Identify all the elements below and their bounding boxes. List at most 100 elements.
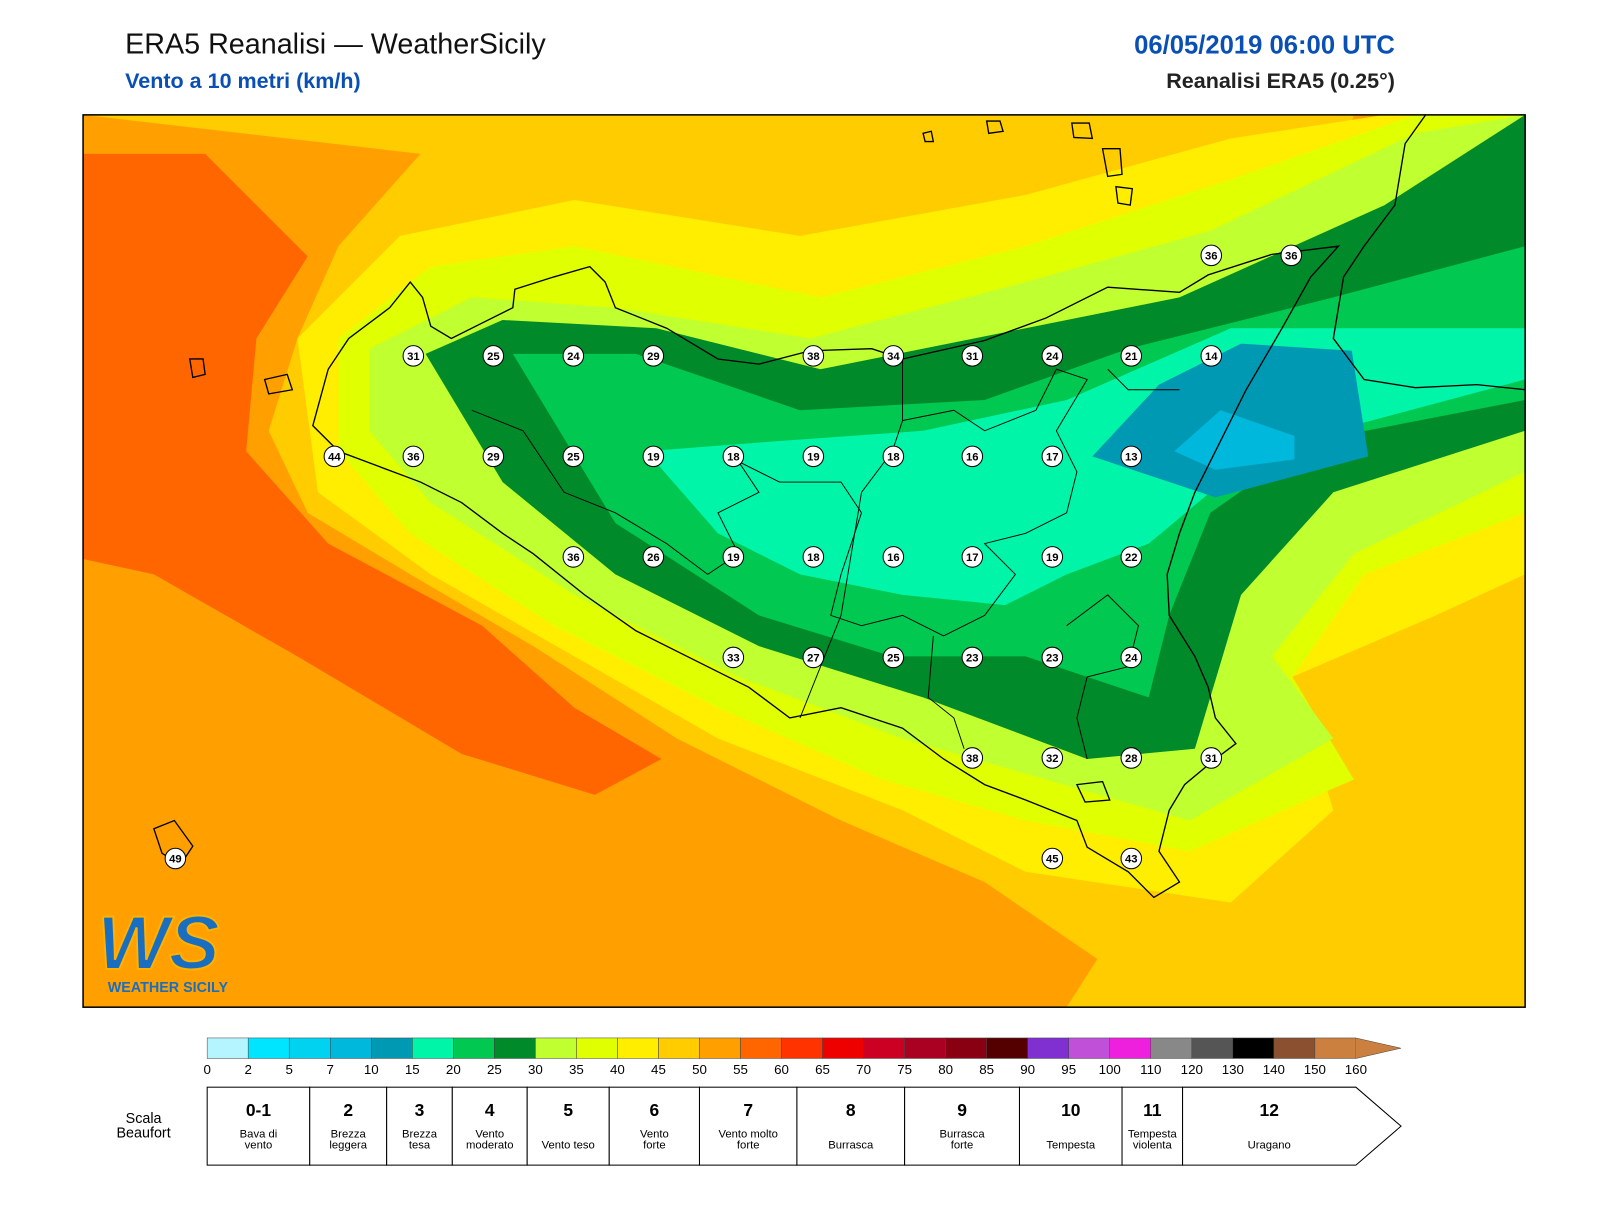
colorbar-swatch <box>617 1037 659 1059</box>
colorbar-swatch <box>945 1037 987 1059</box>
colorbar-tick-label: 85 <box>979 1062 994 1077</box>
colorbar-arrow <box>1355 1037 1402 1059</box>
station-value: 24 <box>567 351 580 363</box>
beaufort-force: 3 <box>415 1100 425 1120</box>
station-value: 43 <box>1125 854 1138 866</box>
station-value: 31 <box>1205 753 1218 765</box>
station-value: 24 <box>1125 653 1138 665</box>
colorbar-swatch <box>247 1037 290 1059</box>
colorbar-tick-label: 60 <box>774 1062 789 1077</box>
colorbar-swatch <box>206 1037 249 1059</box>
colorbar-swatch <box>1068 1037 1110 1059</box>
station-marker <box>482 445 505 468</box>
field-55 <box>83 153 662 795</box>
beaufort-box <box>451 1086 528 1166</box>
station-value: 16 <box>966 452 979 464</box>
station-value: 45 <box>1046 854 1059 866</box>
station-marker <box>1200 345 1223 367</box>
station-marker <box>882 546 905 568</box>
station-marker <box>961 445 984 468</box>
beaufort-desc: Bava di <box>240 1128 278 1140</box>
colorbar-swatch <box>986 1037 1028 1059</box>
station-value: 27 <box>807 653 820 665</box>
colorbar-swatch <box>1191 1037 1234 1059</box>
colorbar-tick-label: 35 <box>569 1062 584 1077</box>
beaufort-force: 7 <box>743 1100 753 1120</box>
station-value: 29 <box>647 351 660 363</box>
station-marker <box>961 747 984 769</box>
station-marker <box>642 345 665 367</box>
station-marker <box>961 546 984 568</box>
station-value: 19 <box>647 452 660 464</box>
beaufort-box <box>309 1086 388 1166</box>
station-marker <box>1041 445 1064 468</box>
beaufort-desc: forte <box>951 1140 974 1152</box>
colorbar-tick-label: 55 <box>733 1062 748 1077</box>
station-marker <box>482 345 505 367</box>
colorbar-tick-label: 7 <box>327 1062 334 1077</box>
colorbar-swatch <box>329 1037 372 1059</box>
station-marker <box>1280 244 1303 267</box>
beaufort-force: 2 <box>343 1100 353 1120</box>
station-marker <box>1041 646 1064 669</box>
station-value: 36 <box>1205 250 1218 262</box>
station-marker <box>802 345 825 367</box>
beaufort-box <box>1121 1086 1184 1166</box>
station-marker <box>323 445 346 468</box>
beaufort-desc: Tempesta <box>1128 1128 1178 1140</box>
beaufort-desc: forte <box>643 1140 666 1152</box>
station-marker <box>882 646 905 669</box>
beaufort-force: 12 <box>1260 1100 1279 1120</box>
station-marker <box>1041 747 1064 769</box>
field-50 <box>83 114 1385 1008</box>
station-value: 23 <box>1046 653 1059 665</box>
beaufort-box <box>1182 1086 1402 1166</box>
colorbar-tick-label: 130 <box>1222 1062 1244 1077</box>
colorbar-swatch <box>412 1037 454 1059</box>
colorbar-tick-label: 20 <box>446 1062 461 1077</box>
beaufort-box <box>1018 1086 1123 1166</box>
station-value: 21 <box>1125 351 1138 363</box>
beaufort-desc: tesa <box>409 1140 431 1152</box>
station-value: 36 <box>567 552 580 564</box>
colorbar-tick-label: 10 <box>364 1062 379 1077</box>
station-value: 49 <box>169 854 182 866</box>
logo-name: WEATHER SICILY <box>108 980 229 996</box>
colorbar-swatch <box>1027 1037 1069 1059</box>
colorbar-swatch <box>1109 1037 1152 1059</box>
beaufort-desc: Burrasca <box>828 1140 874 1152</box>
colorbar-tick-label: 25 <box>487 1062 502 1077</box>
station-value: 13 <box>1125 452 1138 464</box>
beaufort-desc: vento <box>245 1140 273 1152</box>
colorbar-tick-label: 5 <box>286 1062 293 1077</box>
colorbar-swatch <box>1273 1037 1316 1059</box>
beaufort-desc: Uragano <box>1248 1140 1291 1152</box>
logo: WS WEATHER SICILY <box>96 900 229 996</box>
station-value: 17 <box>966 552 979 564</box>
station-value: 29 <box>487 452 500 464</box>
beaufort-desc: violenta <box>1133 1140 1173 1152</box>
beaufort-box <box>698 1086 798 1166</box>
station-marker <box>1120 445 1143 468</box>
colorbar-tick-label: 120 <box>1181 1062 1203 1077</box>
beaufort-desc: Brezza <box>402 1128 438 1140</box>
beaufort-desc: moderato <box>466 1140 514 1152</box>
station-value: 25 <box>567 452 580 464</box>
station-marker <box>164 847 187 870</box>
beaufort-desc: leggera <box>329 1140 367 1152</box>
station-value: 36 <box>1285 250 1298 262</box>
colorbar-tick-label: 150 <box>1304 1062 1326 1077</box>
station-value: 22 <box>1125 552 1138 564</box>
station-marker <box>1041 546 1064 568</box>
colorbar-swatch <box>740 1037 782 1059</box>
beaufort-force: 4 <box>485 1100 495 1120</box>
station-marker <box>722 445 745 468</box>
beaufort-force: 10 <box>1061 1100 1080 1120</box>
colorbar-swatch <box>288 1037 331 1059</box>
beaufort-desc: forte <box>737 1140 760 1152</box>
station-value: 31 <box>407 351 420 363</box>
beaufort-label: Beaufort <box>116 1125 170 1141</box>
station-value: 16 <box>887 552 900 564</box>
station-marker <box>722 546 745 568</box>
